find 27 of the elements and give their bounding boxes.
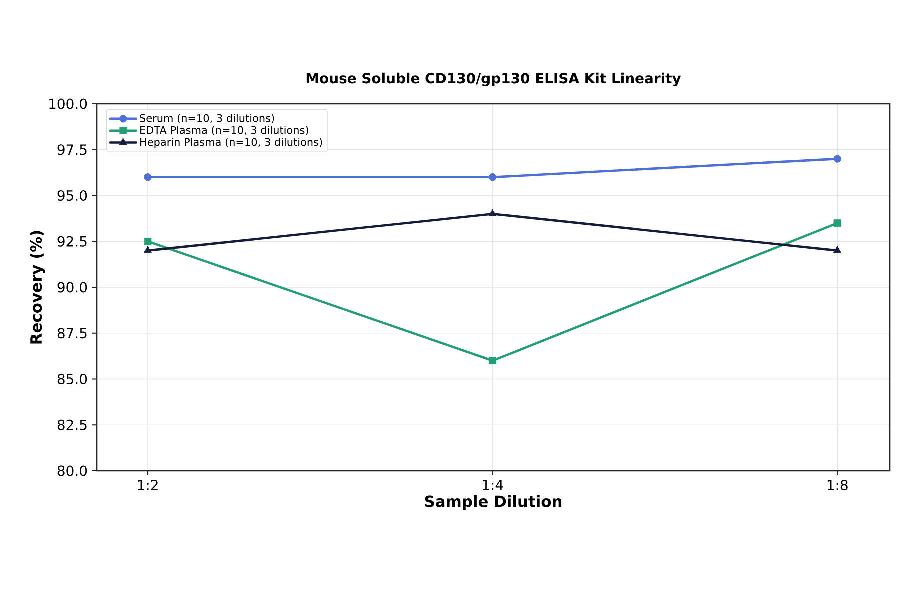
y-tick-label: 82.5 (58, 420, 87, 430)
point (488, 210, 497, 216)
y-axis-title: Recovery (%) (30, 231, 46, 344)
y-tick-label: 92.5 (58, 236, 87, 247)
legend-label: Heparin Plasma (n=10, 3 dilutions) (140, 138, 322, 148)
legend-label: Serum (n=10, 3 dilutions) (140, 114, 274, 124)
point (489, 357, 496, 365)
x-tick-label: 1:2 (138, 480, 158, 490)
y-tick-label: 80.0 (58, 466, 88, 476)
x-tick-label: 1:4 (483, 480, 504, 490)
x-tick-label: 1:8 (828, 480, 848, 491)
y-tick-label: 97.5 (58, 144, 87, 156)
chart-title: Mouse Soluble CD130/gp130 ELISA Kit Linearity (306, 72, 682, 87)
point (834, 155, 842, 163)
point (144, 174, 152, 182)
x-axis-title: Sample Dilution (425, 495, 562, 510)
y-tick-label: 90.0 (58, 282, 88, 293)
y-tick-label: 100.0 (50, 98, 88, 110)
point (144, 238, 152, 246)
y-tick-label: 95.0 (58, 190, 88, 202)
point (834, 220, 842, 227)
y-tick-label: 87.5 (58, 328, 87, 339)
point (488, 174, 497, 182)
point (834, 246, 842, 254)
y-tick-label: 85.0 (58, 374, 88, 385)
point (144, 246, 152, 254)
legend-label: EDTA Plasma (n=10, 3 dilutions) (140, 126, 308, 136)
